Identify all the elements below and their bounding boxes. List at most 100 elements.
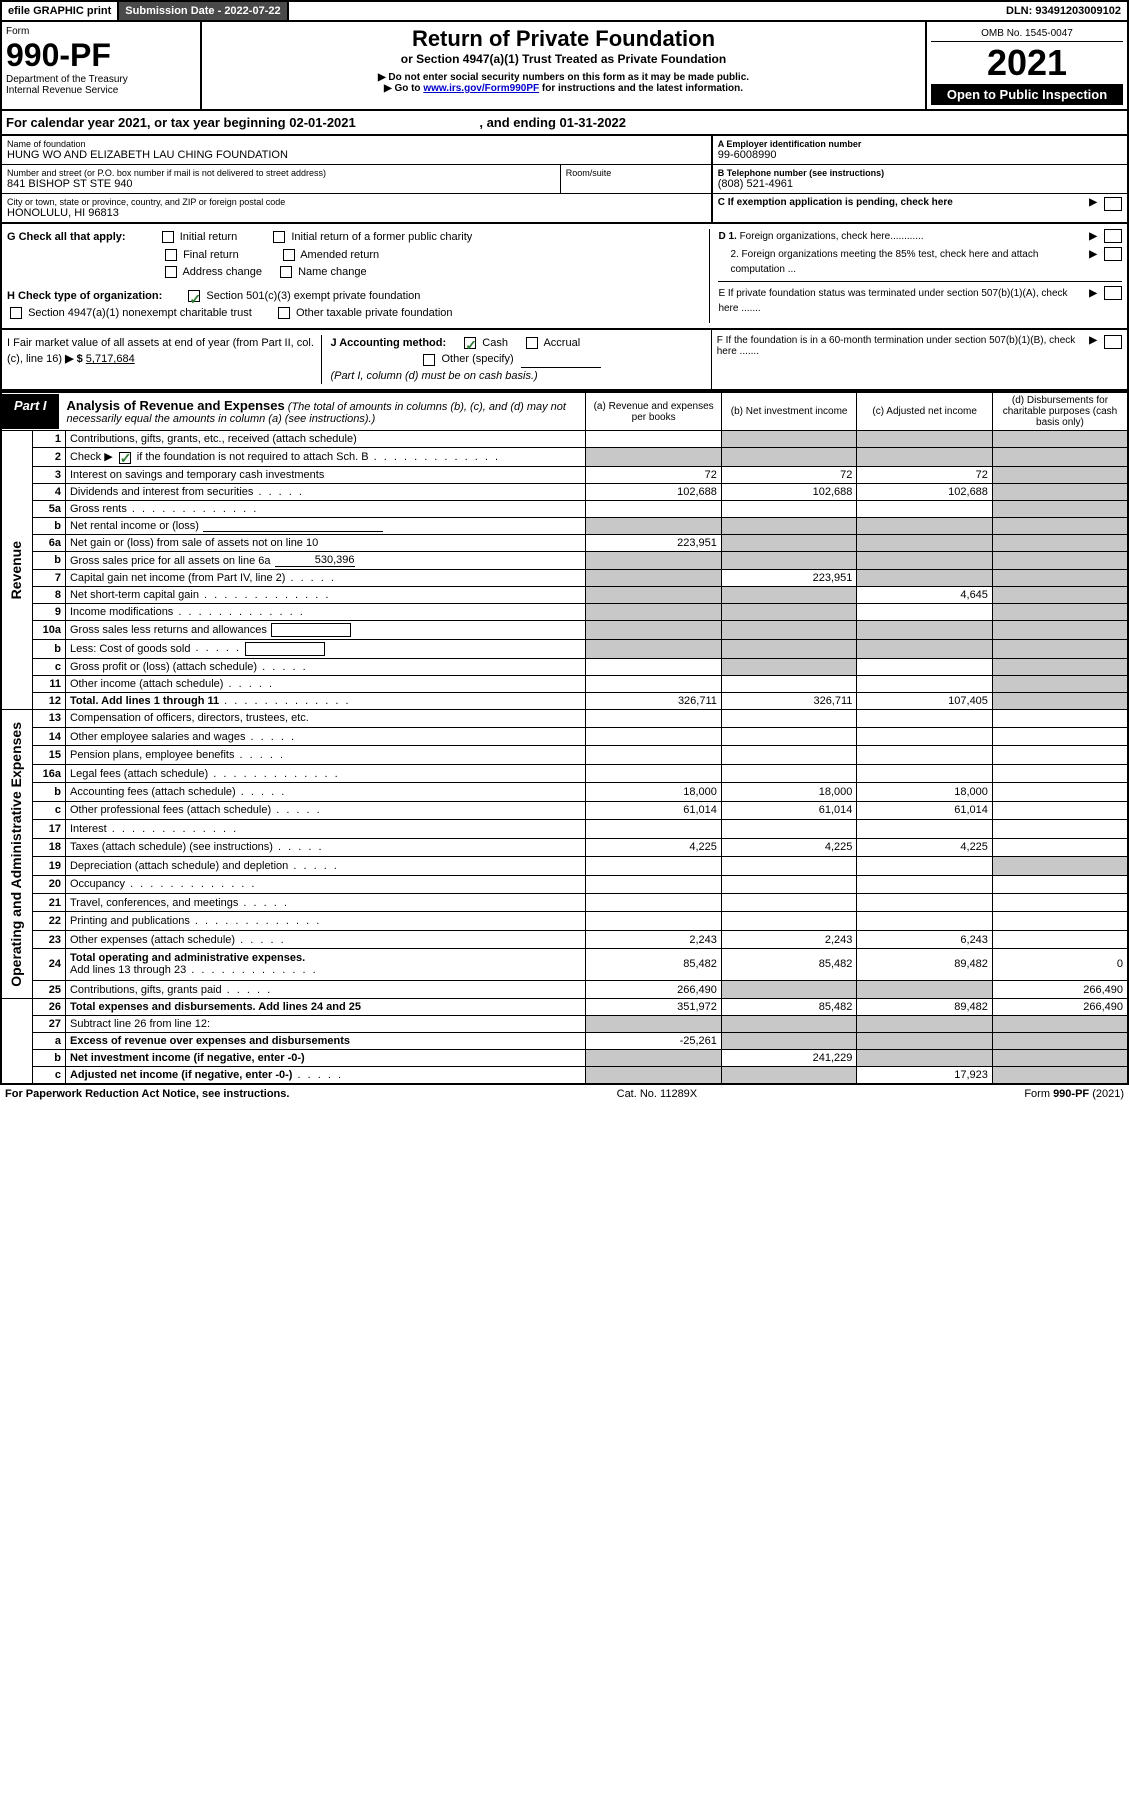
j-accrual-label: Accrual bbox=[543, 337, 580, 349]
r10b-box[interactable] bbox=[245, 642, 325, 656]
r2-checkbox[interactable] bbox=[119, 452, 131, 464]
row-num: 23 bbox=[33, 930, 66, 948]
cell-c: 18,000 bbox=[857, 783, 993, 801]
cell-d bbox=[992, 569, 1128, 586]
row-desc: Gross sales price for all assets on line… bbox=[65, 551, 585, 569]
cell-a bbox=[586, 1016, 722, 1033]
cell-a bbox=[586, 746, 722, 764]
cell-b: 223,951 bbox=[721, 569, 857, 586]
form-link[interactable]: www.irs.gov/Form990PF bbox=[423, 83, 539, 94]
h-501c3-checkbox[interactable] bbox=[188, 290, 200, 302]
arrow-icon: ▶ bbox=[1089, 229, 1097, 244]
g-final-checkbox[interactable] bbox=[165, 249, 177, 261]
r5b-blank[interactable] bbox=[203, 531, 383, 532]
d1-checkbox[interactable] bbox=[1104, 229, 1122, 243]
page-footer: For Paperwork Reduction Act Notice, see … bbox=[0, 1085, 1129, 1103]
row-desc: Contributions, gifts, grants, etc., rece… bbox=[65, 431, 585, 448]
row-num: b bbox=[33, 1050, 66, 1067]
g-amended-label: Amended return bbox=[300, 249, 379, 261]
j-accrual-checkbox[interactable] bbox=[526, 337, 538, 349]
cell-d bbox=[992, 838, 1128, 856]
cell-a: 4,225 bbox=[586, 838, 722, 856]
cell-c bbox=[857, 980, 993, 999]
header-left: Form 990-PF Department of the Treasury I… bbox=[2, 22, 202, 109]
table-row: 24 Total operating and administrative ex… bbox=[1, 949, 1128, 980]
r2-pre: Check ▶ bbox=[70, 451, 116, 463]
cell-a bbox=[586, 1067, 722, 1085]
g-name-checkbox[interactable] bbox=[280, 266, 292, 278]
efile-label[interactable]: efile GRAPHIC print bbox=[2, 2, 119, 20]
cell-a bbox=[586, 603, 722, 620]
dln: DLN: 93491203009102 bbox=[1000, 2, 1127, 20]
row-desc: Legal fees (attach schedule) bbox=[65, 764, 585, 782]
row-num: 5a bbox=[33, 500, 66, 517]
row-desc: Subtract line 26 from line 12: bbox=[65, 1016, 585, 1033]
row-desc: Dividends and interest from securities bbox=[65, 483, 585, 500]
cell-c bbox=[857, 534, 993, 551]
cell-b bbox=[721, 857, 857, 875]
ein-value: 99-6008990 bbox=[718, 149, 1122, 161]
cell-b: 85,482 bbox=[721, 999, 857, 1016]
calendar-year-row: For calendar year 2021, or tax year begi… bbox=[0, 111, 1129, 136]
row-desc: Other professional fees (attach schedule… bbox=[65, 801, 585, 819]
cell-d: 266,490 bbox=[992, 999, 1128, 1016]
cell-b bbox=[721, 893, 857, 911]
cell-a: 72 bbox=[586, 466, 722, 483]
row-desc: Occupancy bbox=[65, 875, 585, 893]
j-cash-label: Cash bbox=[482, 337, 508, 349]
g-initial-former-checkbox[interactable] bbox=[273, 231, 285, 243]
j-other-blank[interactable] bbox=[521, 367, 601, 368]
j-cash-checkbox[interactable] bbox=[464, 337, 476, 349]
cell-b: 326,711 bbox=[721, 692, 857, 709]
cell-b: 18,000 bbox=[721, 783, 857, 801]
cell-b: 72 bbox=[721, 466, 857, 483]
cell-a bbox=[586, 586, 722, 603]
row-num: b bbox=[33, 639, 66, 658]
ij-left: I Fair market value of all assets at end… bbox=[2, 330, 711, 390]
c-checkbox[interactable] bbox=[1104, 197, 1122, 211]
cell-c bbox=[857, 820, 993, 838]
cell-b bbox=[721, 603, 857, 620]
row-num: 25 bbox=[33, 980, 66, 999]
row-desc: Net gain or (loss) from sale of assets n… bbox=[65, 534, 585, 551]
h-4947-checkbox[interactable] bbox=[10, 307, 22, 319]
cell-c bbox=[857, 857, 993, 875]
g-initial-checkbox[interactable] bbox=[162, 231, 174, 243]
g-name-label: Name change bbox=[298, 266, 367, 278]
j-other-checkbox[interactable] bbox=[423, 354, 435, 366]
cell-d bbox=[992, 620, 1128, 639]
g-address-checkbox[interactable] bbox=[165, 266, 177, 278]
table-row: b Net rental income or (loss) bbox=[1, 517, 1128, 534]
table-row: 21 Travel, conferences, and meetings bbox=[1, 893, 1128, 911]
cell-b bbox=[721, 764, 857, 782]
col-d-header: (d) Disbursements for charitable purpose… bbox=[992, 392, 1128, 431]
cell-d bbox=[992, 586, 1128, 603]
row-num: 15 bbox=[33, 746, 66, 764]
row-desc: Net investment income (if negative, ente… bbox=[65, 1050, 585, 1067]
row-num: 21 bbox=[33, 893, 66, 911]
addr-row: Number and street (or P.O. box number if… bbox=[2, 165, 711, 194]
table-row: Operating and Administrative Expenses 13… bbox=[1, 709, 1128, 727]
row-num: 10a bbox=[33, 620, 66, 639]
row-num: 9 bbox=[33, 603, 66, 620]
g-label: G Check all that apply: bbox=[7, 231, 126, 243]
cell-b: 241,229 bbox=[721, 1050, 857, 1067]
row-num: 13 bbox=[33, 709, 66, 727]
table-row: 19 Depreciation (attach schedule) and de… bbox=[1, 857, 1128, 875]
d2-checkbox[interactable] bbox=[1104, 247, 1122, 261]
g-amended-checkbox[interactable] bbox=[283, 249, 295, 261]
cell-a bbox=[586, 658, 722, 675]
note2-post: for instructions and the latest informat… bbox=[539, 83, 743, 94]
cell-a bbox=[586, 569, 722, 586]
cell-a bbox=[586, 893, 722, 911]
cell-c bbox=[857, 500, 993, 517]
f-checkbox[interactable] bbox=[1104, 335, 1122, 349]
r10a-box[interactable] bbox=[271, 623, 351, 637]
table-row: 18 Taxes (attach schedule) (see instruct… bbox=[1, 838, 1128, 856]
j-note: (Part I, column (d) must be on cash basi… bbox=[330, 370, 537, 382]
form-header: Form 990-PF Department of the Treasury I… bbox=[0, 22, 1129, 111]
table-row: 14 Other employee salaries and wages bbox=[1, 728, 1128, 746]
e-checkbox[interactable] bbox=[1104, 286, 1122, 300]
h-other-checkbox[interactable] bbox=[278, 307, 290, 319]
dept-line: Department of the Treasury bbox=[6, 74, 196, 85]
